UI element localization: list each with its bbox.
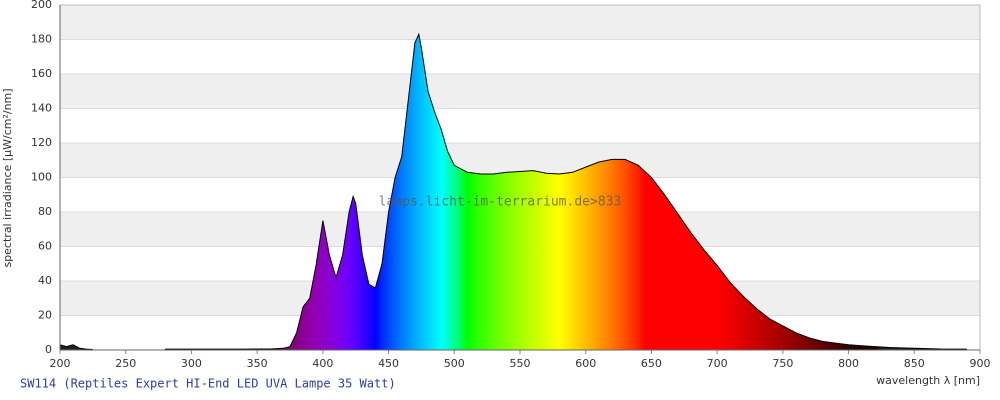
y-tick-label: 80 [38,205,52,218]
x-tick-label: 600 [575,357,596,370]
x-tick-label: 800 [838,357,859,370]
y-tick-label: 200 [31,0,52,11]
y-tick-label: 40 [38,274,52,287]
x-tick-label: 650 [641,357,662,370]
y-tick-label: 20 [38,309,52,322]
x-tick-label: 550 [510,357,531,370]
x-tick-label: 500 [444,357,465,370]
y-tick-label: 100 [31,171,52,184]
x-tick-label: 900 [970,357,991,370]
x-axis-label: wavelength λ [nm] [876,374,980,387]
spectrum-area [60,344,93,350]
x-tick-label: 250 [115,357,136,370]
y-tick-label: 180 [31,33,52,46]
grid-band [60,5,980,40]
x-tick-label: 850 [904,357,925,370]
y-tick-label: 120 [31,136,52,149]
x-tick-label: 400 [312,357,333,370]
y-axis-label: spectral irradiance [µW/cm²/nm] [1,88,14,267]
x-tick-label: 750 [772,357,793,370]
x-tick-label: 350 [247,357,268,370]
watermark: lamps.licht-im-terrarium.de>833 [379,195,622,210]
spectrum-line [59,344,93,350]
grid-band [60,74,980,109]
x-tick-label: 300 [181,357,202,370]
spectrum-line [165,32,967,350]
x-tick-label: 200 [50,357,71,370]
y-tick-label: 0 [45,343,52,356]
y-tick-label: 160 [31,67,52,80]
x-tick-label: 450 [378,357,399,370]
y-tick-label: 140 [31,102,52,115]
y-tick-label: 60 [38,240,52,253]
chart-title: SW114 (Reptiles Expert HI-End LED UVA La… [20,377,396,391]
x-tick-label: 700 [707,357,728,370]
